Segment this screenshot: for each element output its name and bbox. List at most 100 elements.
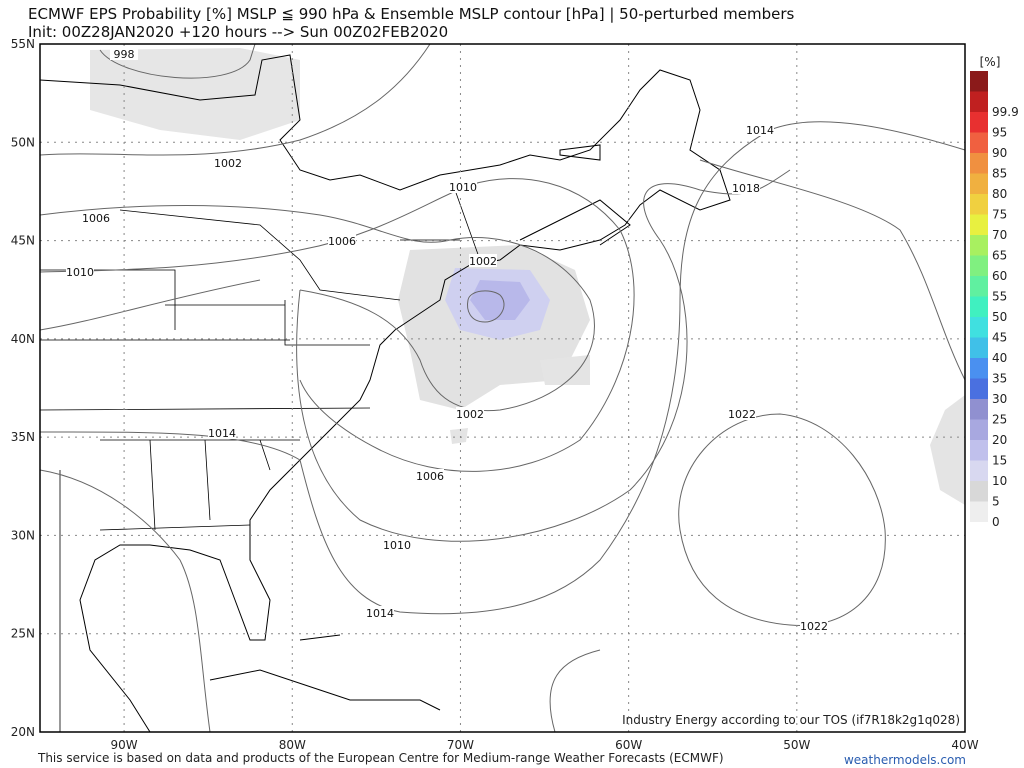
colorbar-band — [970, 419, 988, 440]
lat-label: 35N — [11, 430, 35, 444]
colorbar-band — [970, 399, 988, 420]
axis-labels: 55N 50N 45N 40N 35N 30N 25N 20N 90W 80W 70W 60W 50W 4… — [11, 37, 979, 752]
isobar-label: 1010 — [449, 181, 477, 194]
lat-label: 55N — [11, 37, 35, 51]
lon-label: 40W — [951, 738, 978, 752]
lat-label: 25N — [11, 627, 35, 641]
colorbar-label: 80 — [992, 187, 1007, 201]
lon-label: 70W — [447, 738, 474, 752]
isobar-label: 1018 — [732, 182, 760, 195]
isobar-label-bg — [728, 407, 756, 420]
colorbar-band — [970, 460, 988, 481]
isobar-label: 1002 — [456, 408, 484, 421]
colorbar-band — [970, 378, 988, 399]
colorbar-label: 40 — [992, 351, 1007, 365]
subtitle: Init: 00Z28JAN2020 +120 hours --> Sun 00… — [28, 23, 448, 41]
colorbar-label: 15 — [992, 454, 1007, 468]
colorbar-band — [970, 296, 988, 317]
lat-label: 30N — [11, 528, 35, 542]
isobar-label-bg — [328, 234, 356, 247]
lon-label: 90W — [111, 738, 138, 752]
colorbar-label: 0 — [992, 515, 1000, 529]
isobar-label: 1010 — [66, 266, 94, 279]
isobar-label: 1006 — [82, 212, 110, 225]
colorbar-label: 90 — [992, 146, 1007, 160]
isobar-label-bg — [110, 47, 138, 60]
colorbar-band — [970, 132, 988, 153]
colorbar-label: 35 — [992, 372, 1007, 386]
colorbar: 0 5 10 15 20 25 30 35 40 45 50 55 60 65 70 75 80 85 90 95 99… — [970, 71, 1019, 529]
graticule — [40, 44, 965, 732]
colorbar-band — [970, 235, 988, 256]
colorbar-label: 20 — [992, 433, 1007, 447]
isobar-label: 1022 — [800, 620, 828, 633]
isobar-label-bg — [66, 265, 94, 278]
colorbar-band — [970, 440, 988, 461]
colorbar-band — [970, 194, 988, 215]
colorbar-label: 10 — [992, 474, 1007, 488]
colorbar-band — [970, 112, 988, 133]
isobar-label: 1014 — [208, 427, 236, 440]
lon-label: 50W — [783, 738, 810, 752]
isobar-label-bg — [746, 123, 774, 136]
colorbar-band — [970, 337, 988, 358]
colorbar-label: 30 — [992, 392, 1007, 406]
isobar-label-bg — [469, 254, 497, 267]
colorbar-label: 50 — [992, 310, 1007, 324]
probability-areas — [90, 48, 965, 505]
colorbar-band — [970, 153, 988, 174]
isobar-label-bg — [449, 180, 477, 193]
isobar-label: 1010 — [383, 539, 411, 552]
colorbar-band — [970, 255, 988, 276]
title: ECMWF EPS Probability [%] MSLP ≦ 990 hPa… — [28, 5, 795, 23]
isobar-label: 1022 — [728, 408, 756, 421]
map-frame — [39, 43, 966, 733]
colorbar-band — [970, 358, 988, 379]
colorbar-band — [970, 317, 988, 338]
notice: Industry Energy according to our TOS (if… — [622, 713, 960, 727]
footer-source: This service is based on data and produc… — [37, 751, 724, 765]
colorbar-band — [970, 214, 988, 235]
colorbar-label: 75 — [992, 208, 1007, 222]
isobar-label-bg — [208, 426, 236, 439]
isobar-label: 1006 — [416, 470, 444, 483]
isobar-label-bg — [366, 606, 394, 619]
lon-label: 60W — [615, 738, 642, 752]
colorbar-label: 55 — [992, 290, 1007, 304]
colorbar-band — [970, 91, 988, 112]
isobar-label-bg — [82, 211, 110, 224]
isobar-label: 998 — [114, 48, 135, 61]
colorbar-label: 95 — [992, 126, 1007, 140]
colorbar-unit: [%] — [980, 55, 1001, 69]
lat-label: 45N — [11, 234, 35, 248]
isobar-label: 1002 — [214, 157, 242, 170]
isobar-label-bg — [456, 407, 484, 420]
colorbar-band — [970, 276, 988, 297]
isobar-labels: 998 1002 1006 1010 1006 1010 1014 1018 1014 1002 1… — [66, 47, 828, 633]
colorbar-label: 5 — [992, 495, 1000, 509]
colorbar-label: 45 — [992, 331, 1007, 345]
borders — [39, 189, 481, 732]
map: 998 1002 1006 1010 1006 1010 1014 1018 1014 1002 1… — [39, 43, 966, 733]
isobar-label-bg — [383, 538, 411, 551]
lon-label: 80W — [279, 738, 306, 752]
coastlines — [39, 54, 731, 733]
lat-label: 50N — [11, 135, 35, 149]
isobar-label-bg — [800, 619, 828, 632]
isobar-label: 1006 — [328, 235, 356, 248]
lat-label: 40N — [11, 332, 35, 346]
isobar-label-bg — [732, 181, 760, 194]
isobar-label-bg — [214, 156, 242, 169]
colorbar-label: 70 — [992, 228, 1007, 242]
colorbar-label: 25 — [992, 413, 1007, 427]
colorbar-band — [970, 501, 988, 522]
footer-site[interactable]: weathermodels.com — [844, 753, 966, 767]
map-background — [40, 44, 965, 732]
colorbar-band — [970, 481, 988, 502]
isobar-label: 1002 — [469, 255, 497, 268]
isobar-label: 1014 — [366, 607, 394, 620]
colorbar-label: 60 — [992, 269, 1007, 283]
isobar-label-bg — [416, 469, 444, 482]
colorbar-label: 99.9 — [992, 105, 1019, 119]
